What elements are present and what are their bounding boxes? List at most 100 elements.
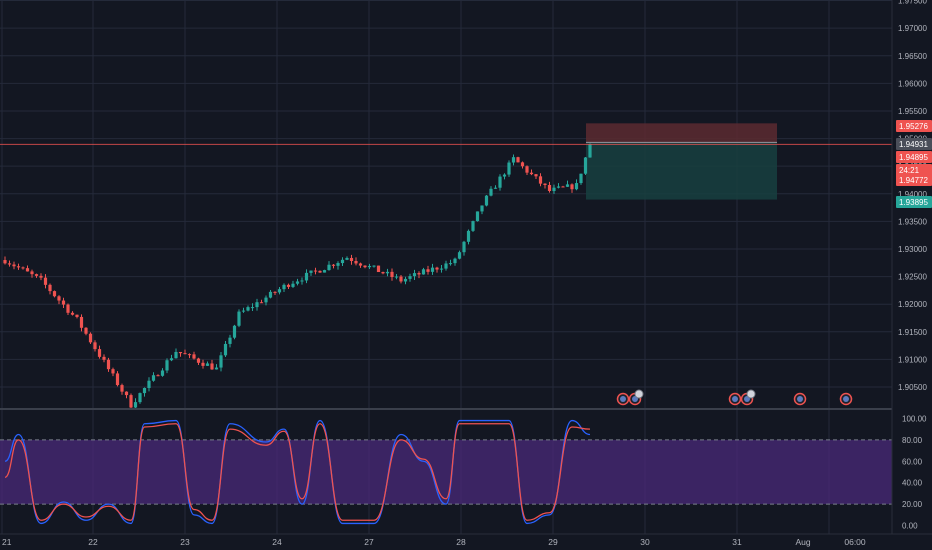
time-axis[interactable] <box>0 534 932 550</box>
candle <box>228 334 232 348</box>
price-tag: 1.94895 <box>896 151 932 163</box>
candle <box>376 265 381 273</box>
candle <box>232 324 237 340</box>
stop-loss-zone <box>586 123 777 143</box>
price-tag: 1.94931 <box>896 138 932 150</box>
candle <box>538 173 543 187</box>
candle <box>219 352 223 372</box>
candle <box>534 173 538 180</box>
candle <box>403 276 408 285</box>
price-tag-label: 24:21 <box>899 166 920 175</box>
candle <box>502 173 507 180</box>
candle <box>421 267 426 275</box>
candle <box>588 143 592 158</box>
candle <box>97 345 102 359</box>
candle <box>543 183 547 189</box>
candle <box>282 283 286 293</box>
price-tick-label: 1.91500 <box>898 328 927 337</box>
candle <box>259 299 264 304</box>
price-tick-label: 1.96500 <box>898 52 927 61</box>
price-tag-label: 1.93895 <box>899 198 928 207</box>
candle <box>34 273 39 278</box>
candle <box>516 156 520 163</box>
candle <box>345 256 349 261</box>
candle <box>462 240 466 256</box>
candle <box>75 314 79 319</box>
candle <box>178 351 183 357</box>
flag-icon[interactable] <box>616 392 630 406</box>
date-label: 27 <box>364 537 374 547</box>
price-tags: 1.95276 1.94931 1.94895 24:211.94772 1.93895 <box>896 120 932 208</box>
candle <box>394 273 399 280</box>
candle <box>151 372 156 382</box>
economic-events[interactable] <box>616 389 853 406</box>
candle <box>160 368 165 377</box>
candle <box>556 183 561 189</box>
candle <box>417 271 421 279</box>
price-tick-label: 1.96000 <box>898 79 927 88</box>
price-tick-label: 1.97500 <box>898 0 927 6</box>
date-label: 30 <box>640 537 650 547</box>
candle <box>39 273 43 281</box>
flag-icon[interactable] <box>839 392 853 406</box>
price-tick-label: 1.97000 <box>898 24 927 33</box>
candle <box>169 354 174 362</box>
candle <box>331 263 336 269</box>
price-tag: 1.94772 <box>896 174 932 186</box>
candle <box>111 367 115 377</box>
candle <box>43 274 48 289</box>
candle <box>520 161 525 169</box>
candle <box>25 265 30 272</box>
flag-icon[interactable] <box>740 392 754 406</box>
candle <box>66 303 70 315</box>
candle <box>223 340 228 357</box>
candle <box>295 278 300 286</box>
flag-icon[interactable] <box>728 392 742 406</box>
candle <box>93 340 97 352</box>
candle <box>579 173 583 185</box>
candle <box>201 359 205 369</box>
event-badge-icon[interactable] <box>634 389 644 399</box>
candle <box>124 391 129 399</box>
candle <box>106 357 111 372</box>
flag-icon[interactable] <box>793 392 807 406</box>
candle <box>475 211 480 222</box>
candle <box>358 262 363 268</box>
candle <box>129 393 133 409</box>
candle <box>237 309 241 328</box>
candle <box>426 265 430 275</box>
price-tag-label: 1.94895 <box>899 153 928 162</box>
event-badge-icon[interactable] <box>746 389 756 399</box>
date-label: 06:00 <box>844 537 866 547</box>
stochastic-oscillator <box>0 419 892 525</box>
candle <box>3 256 7 265</box>
price-tag: 1.95276 <box>896 120 932 132</box>
price-axis[interactable] <box>892 0 932 534</box>
date-label: 23 <box>180 537 190 547</box>
overbought-oversold-band <box>0 439 892 505</box>
candle <box>444 260 448 271</box>
candle <box>250 303 255 311</box>
candle <box>561 185 565 188</box>
price-tag: 24:21 <box>896 164 932 176</box>
candle <box>57 295 61 305</box>
position-tool[interactable] <box>586 123 777 200</box>
candle <box>466 229 471 245</box>
candle <box>241 307 246 313</box>
candle <box>300 277 304 285</box>
candle <box>205 361 210 367</box>
candle <box>349 254 354 265</box>
candle <box>412 269 417 280</box>
candle <box>480 205 484 215</box>
candle <box>304 269 309 284</box>
candle <box>489 186 493 197</box>
candle <box>336 261 340 270</box>
candle <box>583 156 588 175</box>
candle <box>48 283 52 295</box>
candle <box>507 160 511 177</box>
candle <box>214 364 219 370</box>
candlestick-series <box>3 143 592 409</box>
candle <box>196 357 201 365</box>
candle <box>138 392 142 404</box>
